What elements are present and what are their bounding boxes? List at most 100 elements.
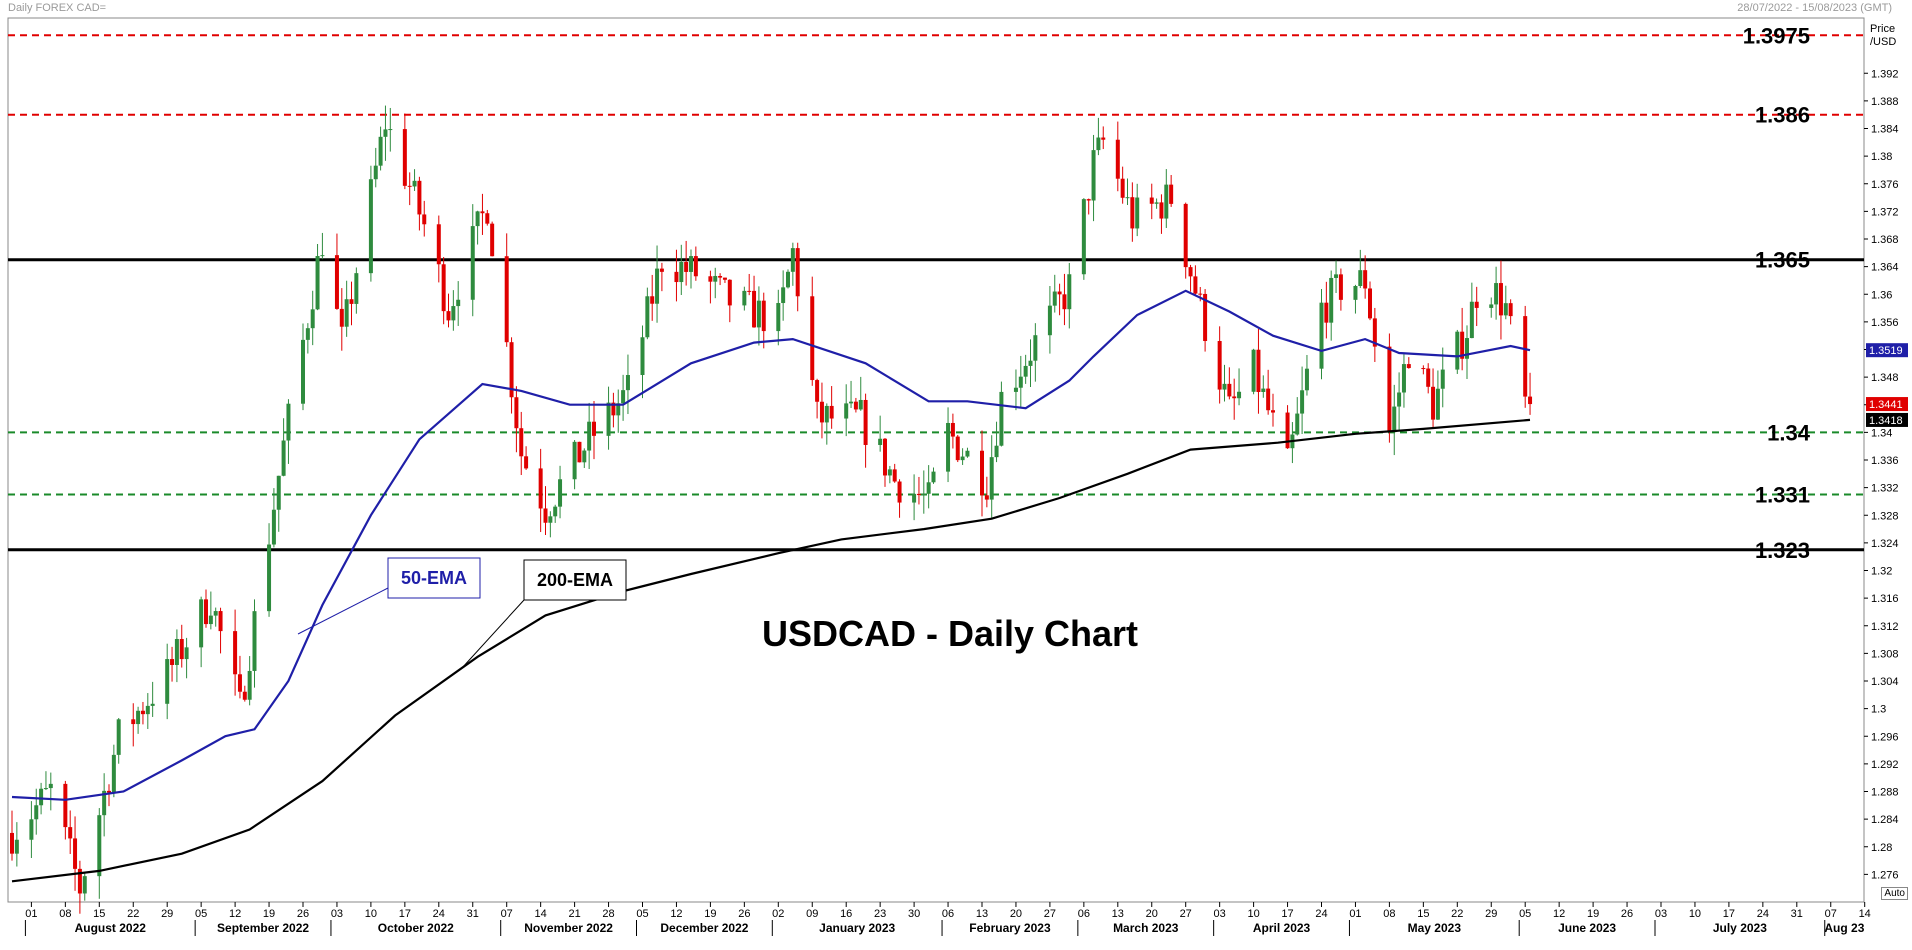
candle-up: [199, 599, 204, 648]
candle-up: [1304, 368, 1309, 391]
x-tick-label: 24: [1757, 908, 1769, 920]
price-axis-title-2: /USD: [1870, 36, 1896, 48]
plot-frame: [7, 17, 1865, 903]
price-marker-label: 1.3519: [1869, 345, 1903, 357]
candle-up: [475, 211, 480, 227]
candle-down: [107, 790, 111, 793]
ema-annotations: 50-EMA 200-EMA: [297, 557, 627, 669]
candle-down: [722, 277, 727, 280]
x-tick-label: 12: [670, 908, 682, 920]
auto-scale-button[interactable]: Auto: [1881, 887, 1908, 900]
candle-down: [436, 224, 441, 265]
level-label: 1.386: [1755, 103, 1810, 128]
candle-up: [921, 493, 926, 496]
month-label: September 2022: [217, 921, 309, 935]
candle-down: [1338, 274, 1343, 300]
candle-down: [815, 380, 820, 402]
candle-up: [548, 516, 553, 523]
x-tick-label: 29: [1485, 908, 1497, 920]
candle-down: [1363, 270, 1368, 289]
ema-lines: [11, 289, 1531, 883]
price-axis-title-1: Price: [1870, 23, 1895, 35]
candle-up: [1329, 277, 1334, 323]
candle-down: [761, 300, 766, 332]
candle-up: [267, 544, 272, 612]
chart-title: USDCAD - Daily Chart: [762, 613, 1138, 654]
candle-down: [708, 276, 713, 282]
y-tick-label: 1.376: [1871, 179, 1899, 191]
x-tick-label: 02: [772, 908, 784, 920]
candle-up: [640, 337, 645, 376]
level-label: 1.3975: [1743, 23, 1810, 48]
ema-50-line: [11, 289, 1531, 801]
candle-down: [1169, 184, 1174, 204]
x-tick-label: 27: [1044, 908, 1056, 920]
candle-down: [1368, 288, 1372, 319]
x-tick-label: 08: [59, 908, 71, 920]
candle-up: [373, 165, 378, 180]
candle-up: [1401, 364, 1406, 393]
candle-up: [1033, 335, 1038, 361]
candle-down: [131, 719, 136, 725]
month-label: August 2022: [75, 921, 147, 935]
candle-down: [68, 827, 73, 839]
candle-down: [417, 180, 422, 215]
y-tick-label: 1.392: [1871, 68, 1899, 80]
x-tick-label: 08: [1383, 908, 1395, 920]
month-label: November 2022: [524, 921, 613, 935]
candle-up: [553, 506, 558, 517]
candle-down: [242, 691, 247, 700]
candle-down: [1421, 368, 1426, 370]
candle-down: [1101, 137, 1106, 140]
x-tick-label: 21: [568, 908, 580, 920]
x-tick-label: 17: [1281, 908, 1293, 920]
x-tick-label: 10: [1689, 908, 1701, 920]
candle-up: [1392, 406, 1397, 433]
candle-down: [73, 838, 78, 869]
candle-up: [1489, 304, 1494, 308]
y-tick-label: 1.364: [1871, 262, 1899, 274]
candle-up: [1013, 387, 1018, 392]
candle-up: [368, 179, 373, 274]
candle-up: [926, 482, 931, 494]
candle-up: [150, 703, 155, 706]
y-tick-label: 1.356: [1871, 317, 1899, 329]
candle-down: [543, 508, 548, 523]
candle-up: [994, 445, 999, 458]
x-tick-label: 26: [738, 908, 750, 920]
candle-down: [1474, 301, 1479, 308]
candle-down: [611, 402, 616, 416]
candle-down: [577, 441, 582, 463]
candle-down: [170, 659, 175, 665]
x-tick-label: 16: [840, 908, 852, 920]
candle-up: [1353, 285, 1358, 300]
candle-up: [1494, 283, 1499, 305]
candle-up: [655, 268, 660, 304]
candle-down: [422, 214, 427, 225]
x-tick-label: 07: [1825, 908, 1837, 920]
y-tick-label: 1.328: [1871, 510, 1899, 522]
x-tick-label: 03: [1655, 908, 1667, 920]
month-label: October 2022: [378, 921, 454, 935]
candle-up: [1091, 150, 1096, 201]
price-marker-box: [1866, 343, 1908, 358]
candle-up: [713, 275, 718, 282]
candle-up: [286, 403, 291, 441]
x-tick-label: 27: [1180, 908, 1192, 920]
x-tick-label: 19: [704, 908, 716, 920]
y-tick-label: 1.336: [1871, 455, 1899, 467]
candle-up: [558, 479, 563, 507]
candle-down: [795, 248, 800, 297]
x-tick-label: 12: [1553, 908, 1565, 920]
x-tick-label: 22: [1451, 908, 1463, 920]
month-label: March 2023: [1113, 921, 1179, 935]
x-tick-label: 09: [806, 908, 818, 920]
candle-down: [1203, 293, 1208, 342]
candle-down: [897, 481, 902, 503]
candle-up: [1028, 360, 1033, 366]
candle-up: [572, 441, 577, 480]
y-tick-label: 1.276: [1871, 869, 1899, 881]
candle-down: [485, 213, 490, 224]
candle-down: [1498, 283, 1503, 316]
